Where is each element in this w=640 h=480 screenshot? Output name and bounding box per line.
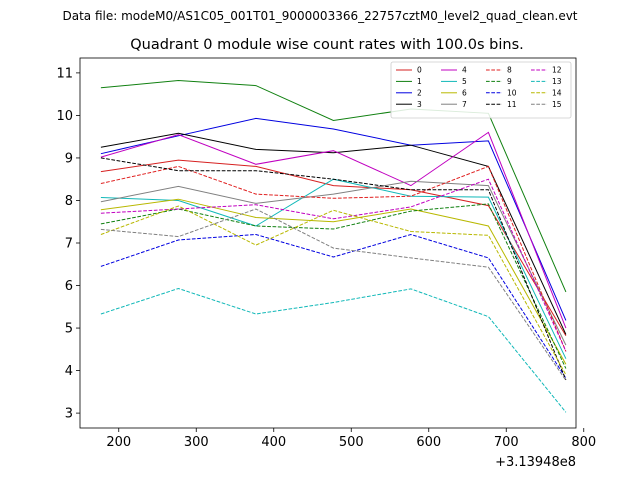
legend-label-5: 5 <box>462 77 467 86</box>
x-tick-label: 500 <box>339 435 364 450</box>
series-line-5 <box>100 178 567 359</box>
legend-box <box>390 61 572 119</box>
legend-label-13: 13 <box>552 77 562 86</box>
series-line-10 <box>100 233 567 379</box>
series-line-6 <box>100 198 567 365</box>
x-tick-label: 200 <box>106 435 131 450</box>
x-tick-label: 800 <box>571 435 596 450</box>
legend-label-12: 12 <box>552 66 562 75</box>
y-tick-label: 4 <box>65 364 73 379</box>
series-line-0 <box>100 159 567 336</box>
series-line-14 <box>100 205 567 376</box>
y-tick-label: 5 <box>65 322 73 337</box>
x-tick-label: 700 <box>494 435 519 450</box>
series-line-13 <box>100 287 567 413</box>
legend-label-14: 14 <box>552 89 562 98</box>
series-line-2 <box>100 117 567 321</box>
x-tick-label: 400 <box>261 435 286 450</box>
y-tick-label: 10 <box>56 109 73 124</box>
series-line-15 <box>100 208 567 381</box>
series-line-7 <box>100 180 567 346</box>
legend-label-6: 6 <box>462 89 467 98</box>
legend-label-8: 8 <box>507 66 512 75</box>
legend-label-0: 0 <box>417 66 422 75</box>
y-tick-label: 8 <box>65 194 73 209</box>
series-line-9 <box>100 203 567 369</box>
x-offset-label: +3.13948e8 <box>495 455 576 470</box>
y-tick-label: 11 <box>56 66 73 81</box>
legend-label-11: 11 <box>507 100 517 109</box>
series-line-11 <box>100 157 567 381</box>
series-line-8 <box>100 165 567 352</box>
legend-label-7: 7 <box>462 100 467 109</box>
series-line-4 <box>100 131 567 329</box>
series-line-12 <box>100 178 567 352</box>
x-tick-label: 600 <box>416 435 441 450</box>
legend-label-3: 3 <box>417 100 422 109</box>
figure-suptitle: Data file: modeM0/AS1C05_001T01_90000033… <box>62 9 577 23</box>
legend-label-15: 15 <box>552 100 562 109</box>
chart-title: Quadrant 0 module wise count rates with … <box>130 37 524 53</box>
y-tick-label: 6 <box>65 279 73 294</box>
legend-label-1: 1 <box>417 77 422 86</box>
legend-label-2: 2 <box>417 89 422 98</box>
legend-label-10: 10 <box>507 89 517 98</box>
y-tick-label: 3 <box>65 407 73 422</box>
series-layer <box>100 79 567 413</box>
y-tick-label: 9 <box>65 151 73 166</box>
legend-label-4: 4 <box>462 66 467 75</box>
legend-label-9: 9 <box>507 77 512 86</box>
x-tick-label: 300 <box>184 435 209 450</box>
y-tick-label: 7 <box>65 237 73 252</box>
series-line-3 <box>100 132 567 335</box>
